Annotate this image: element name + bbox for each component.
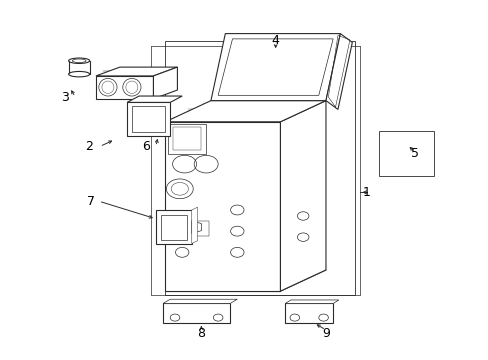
Bar bbox=[378, 131, 433, 176]
Ellipse shape bbox=[99, 78, 117, 96]
Polygon shape bbox=[325, 33, 351, 109]
Polygon shape bbox=[96, 67, 177, 76]
Polygon shape bbox=[153, 67, 177, 99]
Polygon shape bbox=[285, 303, 332, 323]
Polygon shape bbox=[285, 300, 338, 303]
Text: 1: 1 bbox=[362, 186, 370, 199]
Text: 9: 9 bbox=[322, 327, 329, 340]
Text: 4: 4 bbox=[271, 34, 279, 47]
Polygon shape bbox=[191, 207, 197, 243]
Ellipse shape bbox=[122, 78, 141, 96]
Text: 7: 7 bbox=[87, 195, 95, 208]
Polygon shape bbox=[127, 96, 182, 102]
Bar bbox=[165, 41, 354, 294]
Text: 2: 2 bbox=[84, 140, 93, 153]
Text: 6: 6 bbox=[142, 140, 150, 153]
Polygon shape bbox=[163, 299, 237, 303]
Polygon shape bbox=[163, 303, 230, 323]
Polygon shape bbox=[280, 100, 325, 291]
Polygon shape bbox=[210, 33, 340, 100]
Text: 5: 5 bbox=[410, 147, 418, 160]
Polygon shape bbox=[96, 76, 153, 99]
Polygon shape bbox=[165, 122, 280, 291]
Ellipse shape bbox=[68, 71, 89, 77]
Text: 8: 8 bbox=[197, 327, 205, 340]
Polygon shape bbox=[127, 102, 170, 136]
Ellipse shape bbox=[68, 58, 89, 63]
Polygon shape bbox=[156, 210, 191, 243]
Text: 3: 3 bbox=[61, 91, 69, 104]
Polygon shape bbox=[167, 123, 206, 153]
Polygon shape bbox=[165, 100, 325, 122]
Polygon shape bbox=[191, 221, 201, 233]
